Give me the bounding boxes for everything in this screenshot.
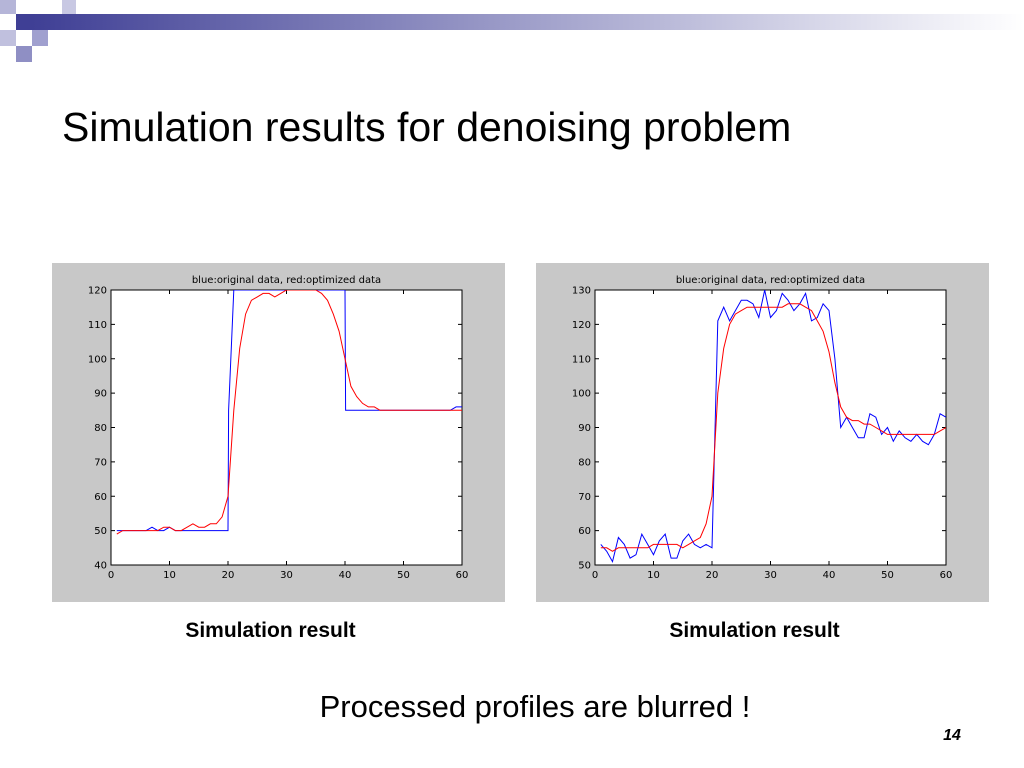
series-line-red xyxy=(116,290,462,535)
x-tick-label: 30 xyxy=(280,570,293,581)
y-tick-label: 70 xyxy=(578,492,591,503)
series-line-red xyxy=(600,303,946,552)
y-tick-label: 120 xyxy=(88,286,107,297)
y-tick-label: 90 xyxy=(578,423,591,434)
x-tick-label: 50 xyxy=(881,570,894,581)
decor-square xyxy=(16,14,32,30)
y-tick-label: 110 xyxy=(88,320,107,331)
decor-square xyxy=(62,0,76,14)
x-tick-label: 20 xyxy=(706,570,719,581)
x-tick-label: 10 xyxy=(647,570,660,581)
y-tick-label: 120 xyxy=(572,320,591,331)
y-tick-label: 100 xyxy=(88,354,107,365)
plot-area xyxy=(594,289,947,566)
y-tick-label: 60 xyxy=(94,492,107,503)
x-tick-label: 0 xyxy=(108,570,114,581)
y-tick-label: 50 xyxy=(578,561,591,572)
x-tick-label: 50 xyxy=(397,570,410,581)
y-tick-label: 70 xyxy=(94,457,107,468)
chart-caption-right: Simulation result xyxy=(669,619,840,642)
decor-square xyxy=(0,0,16,14)
x-tick-label: 20 xyxy=(222,570,235,581)
y-tick-label: 110 xyxy=(572,354,591,365)
y-tick-label: 90 xyxy=(94,389,107,400)
decor-square xyxy=(16,46,32,62)
y-tick-label: 130 xyxy=(572,286,591,297)
chart-caption-left: Simulation result xyxy=(185,619,356,642)
plot-area xyxy=(110,289,463,566)
y-tick-label: 40 xyxy=(94,561,107,572)
x-tick-label: 40 xyxy=(823,570,836,581)
decor-square xyxy=(0,30,16,46)
chart-title: blue:original data, red:optimized data xyxy=(192,275,381,286)
y-tick-label: 80 xyxy=(578,457,591,468)
chart-panel-left: blue:original data, red:optimized data 0 1… xyxy=(52,263,505,602)
x-tick-label: 10 xyxy=(163,570,176,581)
series-line-blue xyxy=(600,290,946,563)
footer-note: Processed profiles are blurred ! xyxy=(319,689,751,724)
x-tick-label: 0 xyxy=(592,570,598,581)
chart-right: blue:original data, red:optimized data 0 1… xyxy=(572,275,953,581)
y-tick-label: 50 xyxy=(94,526,107,537)
chart-left: blue:original data, red:optimized data 0 1… xyxy=(88,275,469,581)
slide-title: Simulation results for denoising problem xyxy=(62,104,792,150)
decor-square xyxy=(32,30,48,46)
chart-panel-right: blue:original data, red:optimized data 0 1… xyxy=(536,263,989,602)
x-tick-label: 60 xyxy=(456,570,469,581)
header-gradient-bar xyxy=(32,14,1024,30)
y-tick-label: 100 xyxy=(572,389,591,400)
chart-title: blue:original data, red:optimized data xyxy=(676,275,865,286)
y-tick-label: 80 xyxy=(94,423,107,434)
x-tick-label: 60 xyxy=(940,570,953,581)
y-tick-label: 60 xyxy=(578,526,591,537)
x-tick-label: 40 xyxy=(339,570,352,581)
x-tick-label: 30 xyxy=(764,570,777,581)
header-decoration xyxy=(0,0,1024,62)
slide-number: 14 xyxy=(943,727,961,744)
